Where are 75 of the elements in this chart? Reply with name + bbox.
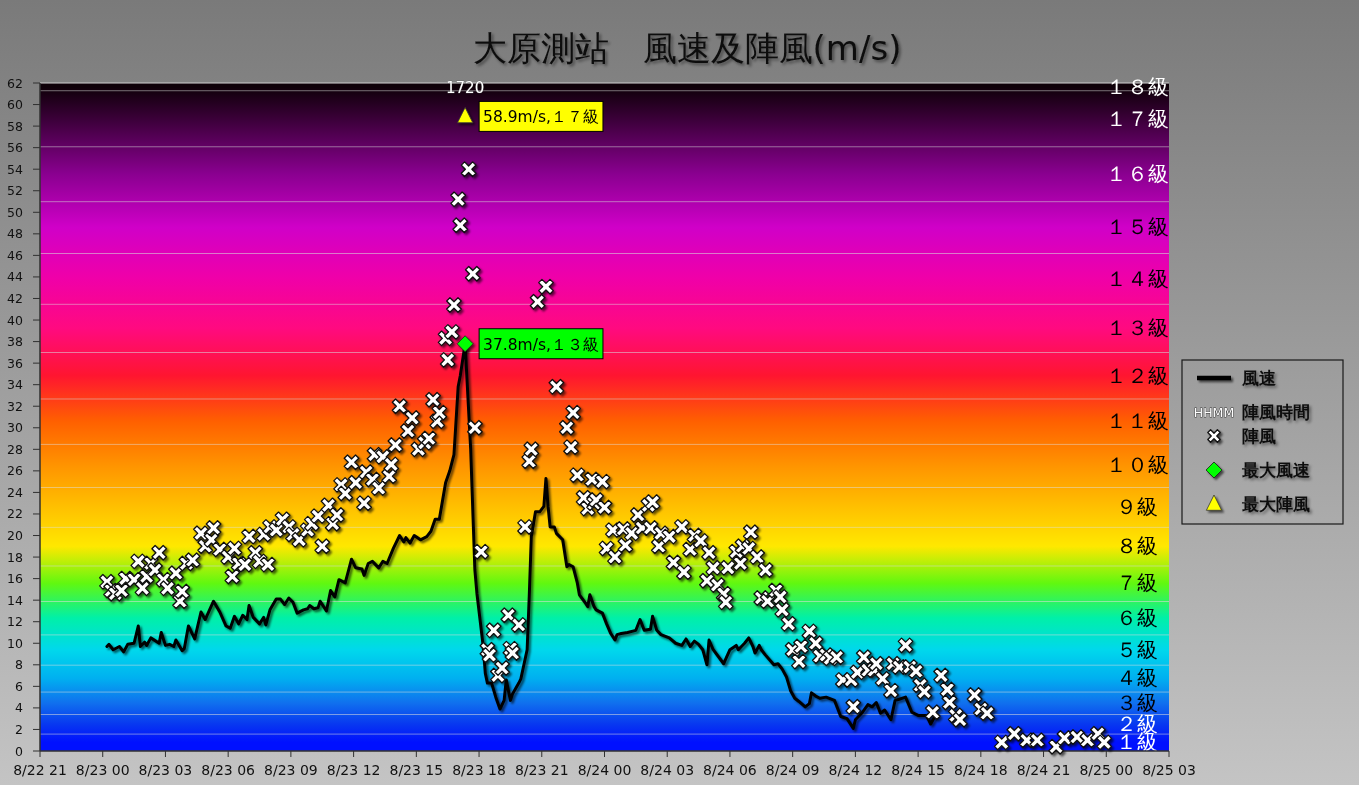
y-tick-label: 24: [7, 484, 24, 500]
band-label: １４級: [1105, 266, 1169, 291]
x-tick-label: 8/24 21: [1016, 762, 1071, 778]
legend-label: 最大陣風: [1241, 494, 1310, 514]
x-tick-label: 8/23 09: [264, 762, 318, 778]
y-tick-label: 14: [7, 592, 24, 608]
y-tick-label: 2: [15, 721, 23, 737]
text: 陣風時間: [1242, 402, 1310, 422]
y-tick-label: 36: [7, 355, 24, 371]
band-label: ７級: [1116, 571, 1158, 596]
x-tick-label: 8/24 15: [891, 762, 945, 778]
y-tick-label: 12: [7, 614, 23, 630]
y-tick-label: 32: [7, 398, 23, 414]
y-tick-label: 4: [15, 700, 24, 716]
band-label: ６級: [1116, 605, 1158, 630]
x-tick-label: 8/22 21: [13, 762, 67, 778]
y-tick-label: 56: [7, 140, 24, 156]
y-tick-label: 50: [7, 204, 24, 220]
y-tick-label: 8: [15, 657, 24, 673]
y-tick-label: 46: [7, 247, 24, 263]
data-label: 58.9m/s,１７級: [483, 108, 599, 127]
x-tick-label: 8/23 00: [75, 762, 130, 778]
band-label: １２級: [1105, 363, 1169, 388]
y-tick-label: 44: [7, 269, 24, 285]
legend-label: 最大風速: [1241, 460, 1310, 480]
band-label: １１級: [1105, 409, 1169, 434]
y-tick-label: 38: [7, 334, 24, 350]
legend-label: 陣風: [1242, 426, 1276, 446]
y-tick-label: 6: [15, 678, 24, 694]
data-label: 37.8m/s,１３級: [483, 335, 599, 354]
band-label: １０級: [1105, 453, 1169, 478]
y-tick-label: 40: [7, 312, 24, 328]
band-label: ５級: [1116, 637, 1158, 662]
x-tick-label: 8/25 00: [1079, 762, 1134, 778]
y-tick-label: 34: [7, 377, 24, 393]
band-label: ８級: [1116, 534, 1158, 559]
band-label: ４級: [1116, 666, 1158, 691]
chart-title: 大原測站 風速及陣風(m/s): [472, 28, 902, 68]
x-tick-label: 8/25 03: [1142, 762, 1196, 778]
band-label: １７級: [1105, 106, 1169, 131]
y-tick-label: 26: [7, 463, 24, 479]
y-tick-label: 60: [7, 97, 24, 113]
x-tick-label: 8/24 09: [765, 762, 820, 778]
x-tick-label: 8/23 21: [514, 762, 569, 778]
x-tick-label: 8/23 15: [389, 762, 444, 778]
x-tick-label: 8/24 12: [828, 762, 883, 778]
y-tick-label: 0: [15, 743, 24, 759]
band-label: １３級: [1105, 316, 1169, 341]
x-tick-label: 8/23 06: [201, 762, 256, 778]
y-tick-label: 22: [7, 506, 23, 522]
x-tick-label: 8/23 12: [326, 762, 381, 778]
x-tick-label: 8/24 06: [703, 762, 757, 778]
y-tick-label: 58: [7, 118, 24, 134]
x-tick-label: 8/24 18: [953, 762, 1008, 778]
y-tick-label: 62: [7, 75, 23, 91]
x-tick-label: 8/24 00: [577, 762, 632, 778]
x-tick-label: 8/23 18: [452, 762, 506, 778]
y-tick-label: 18: [7, 549, 24, 565]
y-tick-label: 54: [7, 161, 24, 177]
annotation: 1720: [446, 79, 485, 98]
y-tick-label: 48: [7, 226, 24, 242]
x-tick-label: 8/24 03: [640, 762, 695, 778]
y-tick-label: 16: [7, 571, 24, 587]
y-tick-label: 28: [7, 441, 24, 457]
text: HHMM: [1193, 404, 1235, 420]
x-tick-label: 8/23 03: [138, 762, 193, 778]
y-tick-label: 10: [7, 635, 24, 651]
band-label: １５級: [1105, 215, 1169, 240]
y-tick-label: 30: [7, 420, 24, 436]
legend-label: 風速: [1241, 368, 1276, 388]
band-label: ９級: [1116, 494, 1158, 519]
y-tick-label: 20: [7, 528, 24, 544]
band-label: １６級: [1105, 162, 1169, 187]
y-tick-label: 42: [7, 290, 23, 306]
y-tick-label: 52: [7, 183, 23, 199]
